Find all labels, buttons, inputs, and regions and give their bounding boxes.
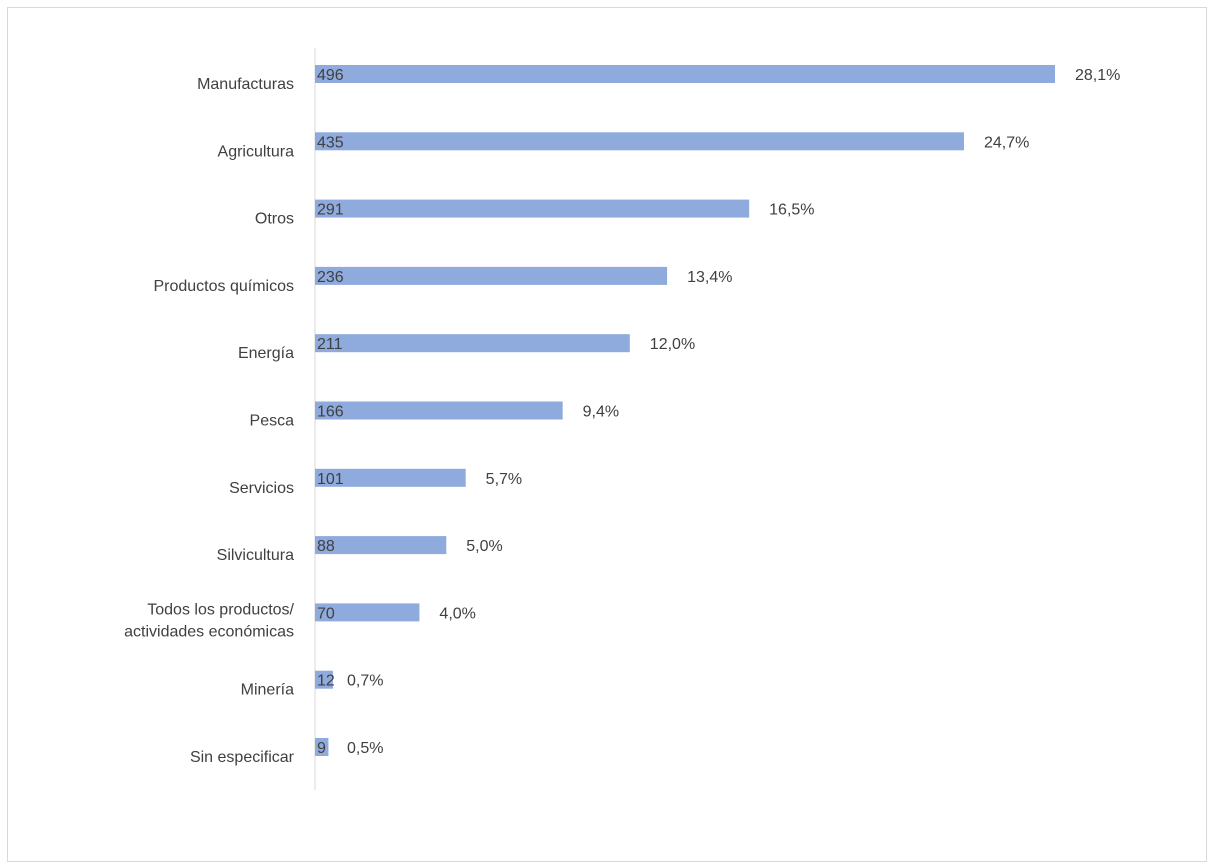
bar <box>315 536 447 555</box>
bars-layer: 496 28,1% Manufacturas 435 24,7% Agricultura 2… <box>124 65 1120 766</box>
bar <box>315 266 668 285</box>
bar-value-label: 496 <box>317 67 344 84</box>
bar-value-label: 211 <box>317 336 343 353</box>
category-label: Sin especificar <box>190 749 295 766</box>
category-label: Agricultura <box>218 143 295 160</box>
category-label: Energía <box>238 345 294 362</box>
bar <box>315 468 466 487</box>
bar-value-label: 435 <box>317 134 344 151</box>
category-label: Pesca <box>250 413 295 430</box>
bar <box>315 199 750 218</box>
category-label: Productos químicos <box>153 278 294 295</box>
bar-percent-label: 5,0% <box>466 538 502 555</box>
bar-percent-label: 0,5% <box>347 740 383 757</box>
category-label: Manufacturas <box>197 76 294 93</box>
bar <box>315 670 333 689</box>
category-label: Servicios <box>229 480 294 497</box>
bar <box>315 401 563 420</box>
bar-value-label: 88 <box>317 538 335 555</box>
bar-percent-label: 0,7% <box>347 673 383 690</box>
category-label: Otros <box>255 211 294 228</box>
bar-percent-label: 16,5% <box>769 202 814 219</box>
bar <box>315 738 329 756</box>
bar-value-label: 70 <box>317 605 335 622</box>
bar-percent-label: 28,1% <box>1075 67 1120 84</box>
bar-value-label: 9 <box>317 740 326 757</box>
bar-percent-label: 13,4% <box>687 269 732 286</box>
bar-value-label: 101 <box>317 471 344 488</box>
bar <box>315 65 1055 83</box>
bar-value-label: 12 <box>317 673 335 690</box>
bar <box>315 132 964 151</box>
bar <box>315 603 420 622</box>
bar-percent-label: 4,0% <box>439 605 475 622</box>
category-label: Minería <box>241 682 294 699</box>
category-label: Todos los productos/actividades económic… <box>124 601 294 640</box>
bar-percent-label: 5,7% <box>486 471 522 488</box>
bar-percent-label: 24,7% <box>984 134 1029 151</box>
bar-value-label: 236 <box>317 269 344 286</box>
bar-value-label: 166 <box>317 404 344 421</box>
bar <box>315 334 630 353</box>
bar-value-label: 291 <box>317 202 344 219</box>
bar-percent-label: 12,0% <box>650 336 695 353</box>
category-label: Silvicultura <box>217 547 294 564</box>
bar-percent-label: 9,4% <box>583 404 619 421</box>
